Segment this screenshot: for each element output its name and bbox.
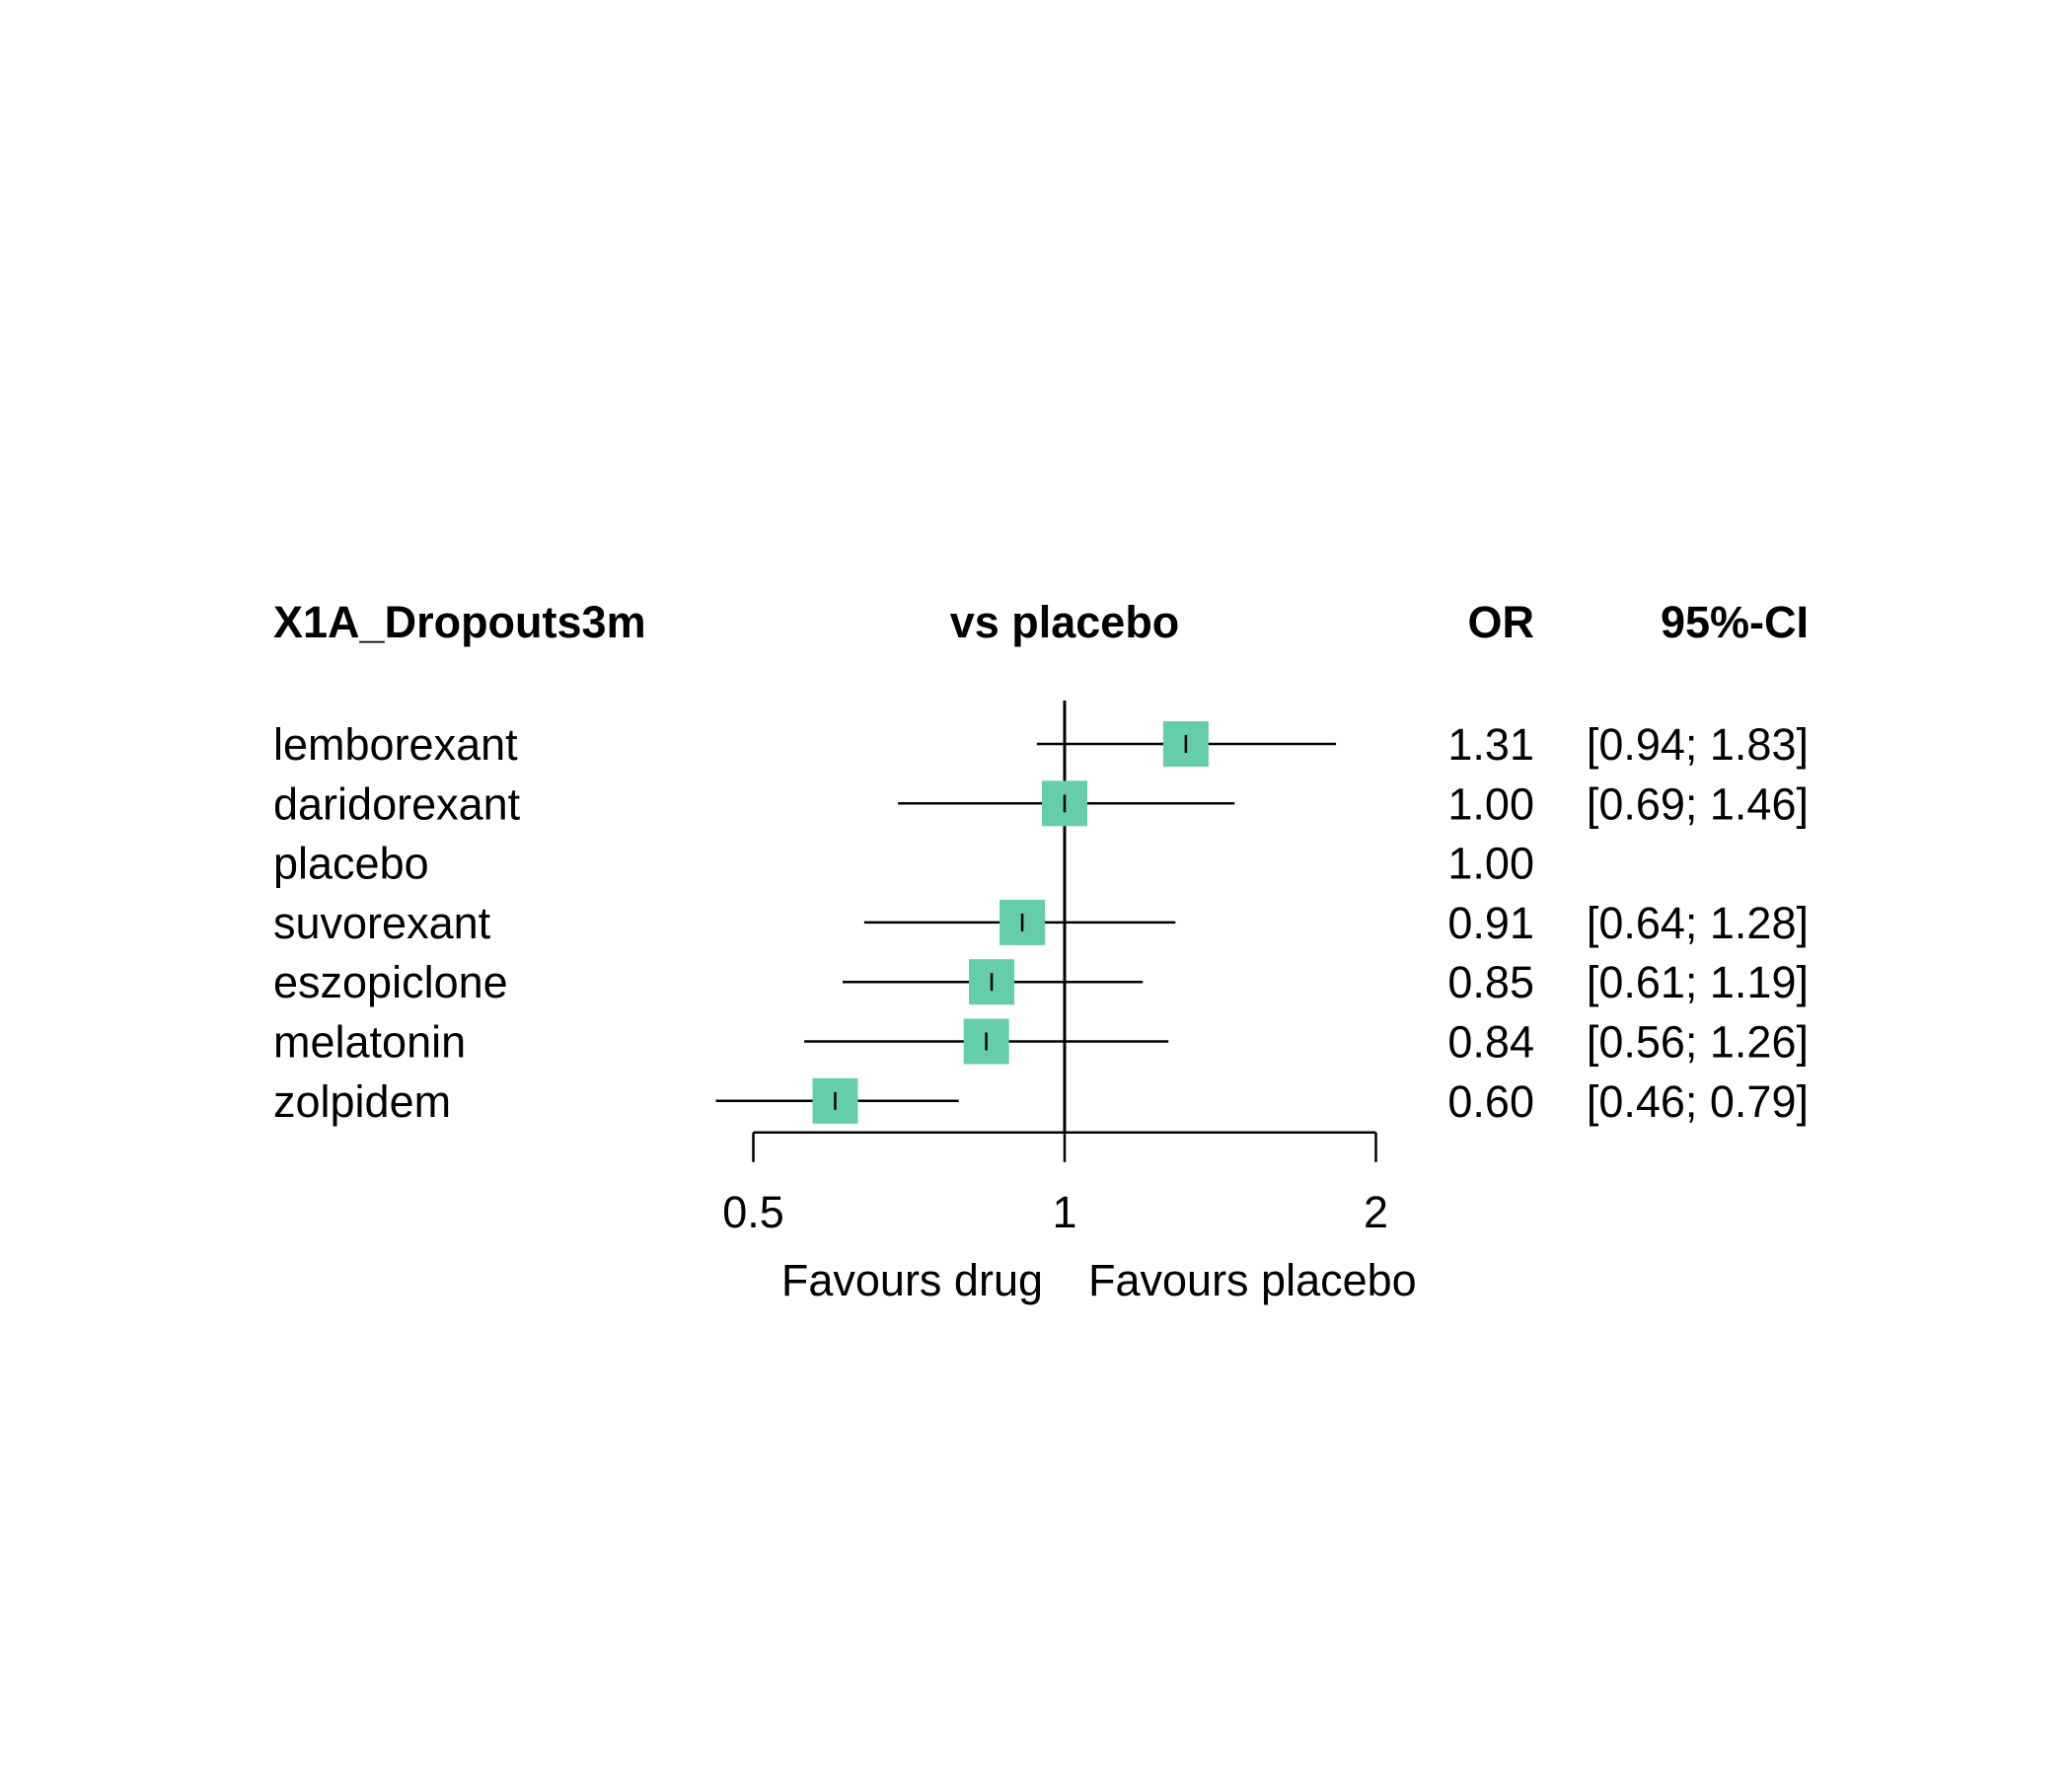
favours-left-label: Favours drug xyxy=(781,1255,1043,1305)
outcome-header: X1A_Dropouts3m xyxy=(273,597,646,647)
comparison-header: vs placebo xyxy=(950,597,1180,647)
ci-value-melatonin: [0.56; 1.26] xyxy=(1587,1017,1809,1068)
or-header: OR xyxy=(1468,597,1535,647)
row-label-suvorexant: suvorexant xyxy=(273,898,491,948)
or-value-lemborexant: 1.31 xyxy=(1447,719,1534,770)
x-axis: 0.5 1 2 xyxy=(722,1131,1388,1237)
or-value-eszopiclone: 0.85 xyxy=(1447,957,1534,1007)
forest-rows: lemborexant 1.31 [0.94; 1.83] daridorexant 1… xyxy=(273,719,1809,1127)
x-tick-label-1: 1 xyxy=(1052,1187,1076,1237)
row-label-zolpidem: zolpidem xyxy=(273,1076,451,1127)
row-label-placebo: placebo xyxy=(273,839,429,889)
x-tick-label-0: 0.5 xyxy=(722,1187,784,1237)
ci-header: 95%-CI xyxy=(1661,597,1809,647)
forest-marks xyxy=(715,721,1337,1124)
or-value-suvorexant: 0.91 xyxy=(1447,898,1534,948)
row-label-melatonin: melatonin xyxy=(273,1017,466,1068)
ci-value-lemborexant: [0.94; 1.83] xyxy=(1587,719,1809,770)
or-value-melatonin: 0.84 xyxy=(1447,1017,1534,1068)
row-label-lemborexant: lemborexant xyxy=(273,719,518,770)
favours-right-label: Favours placebo xyxy=(1088,1255,1417,1305)
row-label-eszopiclone: eszopiclone xyxy=(273,957,508,1007)
ci-value-eszopiclone: [0.61; 1.19] xyxy=(1587,957,1809,1007)
row-label-daridorexant: daridorexant xyxy=(273,778,521,829)
ci-value-suvorexant: [0.64; 1.28] xyxy=(1587,898,1809,948)
ci-value-zolpidem: [0.46; 0.79] xyxy=(1587,1076,1809,1127)
x-tick-label-2: 2 xyxy=(1364,1187,1388,1237)
ci-value-daridorexant: [0.69; 1.46] xyxy=(1587,778,1809,829)
or-value-placebo: 1.00 xyxy=(1447,839,1534,889)
or-value-daridorexant: 1.00 xyxy=(1447,778,1534,829)
or-value-zolpidem: 0.60 xyxy=(1447,1076,1534,1127)
